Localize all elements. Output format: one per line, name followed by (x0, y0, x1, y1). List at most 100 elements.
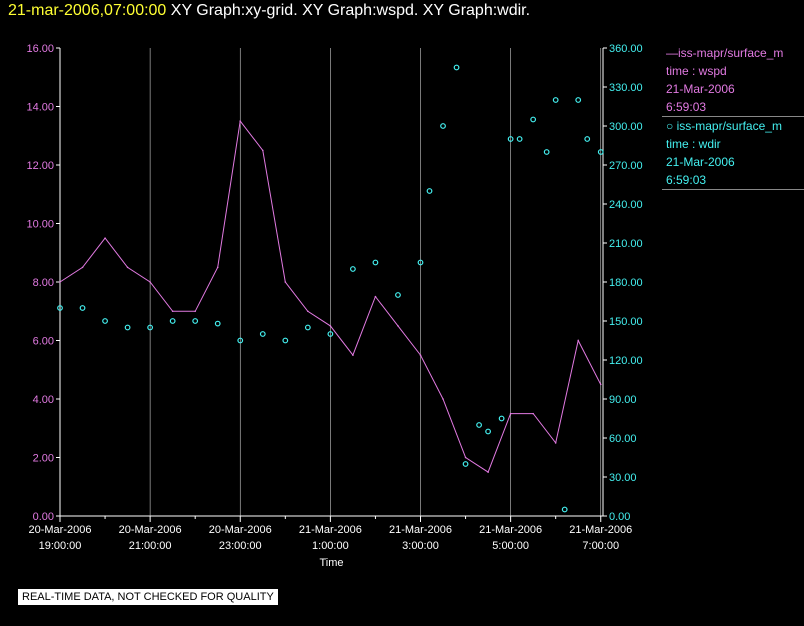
left-axis-tick-label: 8.00 (33, 277, 54, 289)
wdir-data-point (516, 136, 523, 142)
x-axis-tick-label-date: 21-Mar-2006 (569, 524, 632, 536)
wspd-data-point (329, 325, 332, 327)
x-axis-tick-label-time: 3:00:00 (402, 540, 439, 552)
right-axis-tick-label: 30.00 (609, 472, 637, 484)
header-graph-titles: XY Graph:xy-grid. XY Graph:wspd. XY Grap… (170, 2, 531, 19)
wspd-data-point (352, 354, 354, 356)
quality-disclaimer: REAL-TIME DATA, NOT CHECKED FOR QUALITY (18, 589, 278, 605)
legend-wspd-series: —iss-mapr/surface_m (666, 46, 784, 60)
wspd-data-point (149, 281, 151, 283)
wdir-data-point (530, 116, 537, 123)
left-axis-tick-label: 10.00 (26, 219, 54, 231)
x-axis-title: Time (319, 557, 343, 569)
x-axis-tick-label-time: 23:00:00 (219, 540, 262, 552)
right-axis-tick-label: 210.00 (609, 238, 643, 250)
wdir-data-point (350, 266, 356, 272)
wdir-data-point (304, 324, 311, 331)
legend-separator (662, 116, 804, 117)
wdir-data-point (192, 318, 199, 324)
wspd-data-point (194, 310, 196, 313)
x-axis-tick-label-time: 21:00:00 (129, 540, 172, 552)
wdir-data-point (543, 149, 550, 155)
wspd-data-point (419, 354, 422, 356)
legend-wdir-time: 6:59:03 (666, 173, 707, 187)
x-axis-tick-label-time: 19:00:00 (39, 540, 82, 552)
wspd-data-point (397, 325, 399, 327)
wdir-data-point (259, 331, 266, 337)
chart-header: 21-mar-2006,07:00:00 XY Graph:xy-grid. X… (8, 2, 530, 20)
right-axis-tick-label: 180.00 (609, 277, 643, 289)
wdir-data-point (214, 320, 221, 327)
legend-wspd-var: time : wspd (666, 64, 727, 78)
x-axis-tick-label-date: 20-Mar-2006 (209, 524, 272, 536)
wspd-data-point (239, 120, 242, 122)
right-axis-tick-label: 270.00 (609, 160, 643, 172)
wdir-data-point (440, 123, 446, 129)
wdir-data-point (575, 97, 582, 103)
wspd-data-point (487, 471, 489, 473)
left-axis-tick-label: 6.00 (33, 336, 54, 348)
wspd-data-point (126, 266, 129, 269)
left-axis-tick-label: 12.00 (26, 160, 54, 172)
x-axis-tick-label-date: 21-Mar-2006 (299, 524, 362, 536)
x-axis-tick-label-date: 21-Mar-2006 (389, 524, 452, 536)
wdir-data-point (426, 188, 433, 194)
wspd-data-point (261, 149, 264, 152)
left-axis-tick-label: 0.00 (33, 511, 54, 523)
wspd-data-point (374, 295, 377, 298)
wspd-data-point (307, 310, 309, 313)
wdir-data-point (453, 64, 460, 71)
wspd-data-point (464, 456, 467, 459)
wspd-data-point (577, 339, 580, 342)
header-datetime: 21-mar-2006,07:00:00 (8, 2, 167, 19)
wdir-data-point (147, 324, 154, 331)
wdir-data-point (498, 415, 505, 422)
wdir-data-point (79, 305, 86, 311)
wdir-data-point (395, 292, 401, 298)
legend-wdir-series: ○ iss-mapr/surface_m (666, 119, 782, 133)
legend-separator-bottom (662, 189, 804, 190)
x-axis-tick-label-time: 1:00:00 (312, 540, 349, 552)
wdir-data-point (372, 259, 379, 266)
wspd-data-point (81, 266, 84, 269)
right-axis-tick-label: 330.00 (609, 82, 643, 94)
wdir-data-point (417, 259, 424, 266)
wdir-data-point (584, 136, 591, 142)
wspd-data-point (442, 398, 444, 400)
legend: —iss-mapr/surface_m time : wspd 21-Mar-2… (662, 44, 804, 192)
wdir-data-point (102, 318, 108, 324)
right-axis-tick-label: 150.00 (609, 316, 643, 328)
right-axis-tick-label: 90.00 (609, 394, 637, 406)
left-axis-tick-label: 16.00 (26, 43, 54, 55)
wdir-data-point (552, 97, 559, 103)
legend-wspd-date: 21-Mar-2006 (666, 82, 735, 96)
legend-wdir-var: time : wdir (666, 137, 721, 151)
wdir-data-point (476, 422, 482, 428)
wdir-data-point (507, 136, 514, 142)
right-axis-tick-label: 300.00 (609, 121, 643, 133)
right-axis-tick-label: 120.00 (609, 355, 643, 367)
right-axis-tick-label: 60.00 (609, 433, 637, 445)
wspd-data-point (599, 383, 602, 386)
wdir-data-point (57, 305, 63, 311)
wdir-data-point (169, 318, 176, 324)
left-axis-tick-label: 4.00 (33, 394, 54, 406)
wdir-data-point (561, 506, 568, 513)
wdir-data-point (327, 331, 334, 337)
x-axis-tick-label-date: 21-Mar-2006 (479, 524, 542, 536)
wspd-data-point (171, 310, 174, 313)
wspd-data-point (509, 412, 512, 415)
left-axis-tick-label: 14.00 (26, 102, 54, 114)
x-axis-tick-label-time: 5:00:00 (492, 540, 529, 552)
left-axis-tick-label: 2.00 (33, 453, 54, 465)
right-axis-tick-label: 360.00 (609, 43, 643, 55)
wspd-data-point (532, 412, 534, 415)
wdir-data-point (597, 149, 604, 155)
right-axis-tick-label: 0.00 (609, 511, 630, 523)
legend-wspd-time: 6:59:03 (666, 100, 707, 114)
x-axis-tick-label-time: 7:00:00 (582, 540, 619, 552)
right-axis-tick-label: 240.00 (609, 199, 643, 211)
wspd-data-point (284, 281, 287, 283)
wspd-data-point (554, 442, 557, 444)
